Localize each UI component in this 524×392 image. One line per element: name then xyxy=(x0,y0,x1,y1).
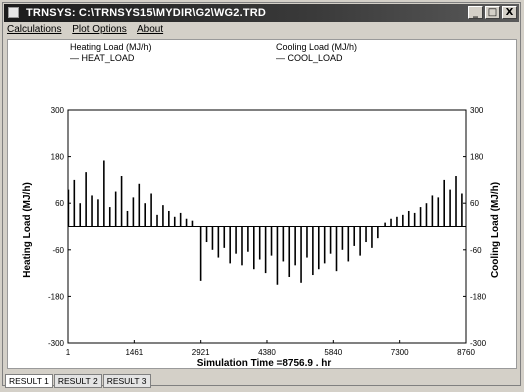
y-left-tick-label: 180 xyxy=(51,153,65,162)
x-tick-label: 5840 xyxy=(324,348,342,357)
plot-area: Heating Load (MJ/h) — HEAT_LOAD Cooling … xyxy=(7,39,517,369)
load-chart: Heating Load (MJ/h) — HEAT_LOAD Cooling … xyxy=(22,42,501,369)
maximize-button[interactable]: □ xyxy=(485,6,500,19)
y-left-tick-label: -180 xyxy=(48,292,65,301)
x-tick-label: 8760 xyxy=(457,348,475,357)
y-left-axis-label: Heating Load (MJ/h) xyxy=(22,182,33,278)
app-window: TRNSYS: C:\TRNSYS15\MYDIR\G2\WG2.TRD _ □… xyxy=(2,2,521,388)
menu-about[interactable]: About xyxy=(136,24,164,35)
y-left-tick-label: 300 xyxy=(51,106,65,115)
y-right-tick-label: -180 xyxy=(470,292,487,301)
window-title: TRNSYS: C:\TRNSYS15\MYDIR\G2\WG2.TRD xyxy=(26,7,267,19)
y-right-tick-label: 60 xyxy=(470,199,479,208)
tab-result-2[interactable]: RESULT 2 xyxy=(53,374,102,388)
menu-bar: Calculations Plot Options About xyxy=(7,24,171,38)
y-right-tick-label: -60 xyxy=(470,246,482,255)
tab-result-1[interactable]: RESULT 1 xyxy=(5,374,53,388)
tab-result-3[interactable]: RESULT 3 xyxy=(102,374,151,388)
legend-cooling-title: Cooling Load (MJ/h) xyxy=(276,42,357,52)
title-bar[interactable]: TRNSYS: C:\TRNSYS15\MYDIR\G2\WG2.TRD _ □… xyxy=(4,4,519,22)
legend-heating-title: Heating Load (MJ/h) xyxy=(70,42,152,52)
x-tick-label: 7300 xyxy=(391,348,409,357)
y-left-tick-label: 60 xyxy=(55,199,64,208)
result-tabs: RESULT 1 RESULT 2 RESULT 3 xyxy=(5,374,152,388)
legend-heating-entry: — HEAT_LOAD xyxy=(70,53,135,63)
legend-cooling-entry: — COOL_LOAD xyxy=(276,53,343,63)
x-tick-label: 1461 xyxy=(125,348,143,357)
y-left-tick-label: -300 xyxy=(48,339,65,348)
x-tick-label: 1 xyxy=(66,348,71,357)
y-right-tick-label: 300 xyxy=(470,106,484,115)
minimize-button[interactable]: _ xyxy=(468,6,483,19)
y-right-tick-label: 180 xyxy=(470,153,484,162)
x-axis-label: Simulation Time =8756.9 . hr xyxy=(197,358,332,368)
x-tick-label: 2921 xyxy=(192,348,210,357)
x-tick-label: 4380 xyxy=(258,348,276,357)
y-right-axis-label: Cooling Load (MJ/h) xyxy=(490,182,501,278)
close-button[interactable]: X xyxy=(502,6,517,19)
y-right-tick-label: -300 xyxy=(470,339,487,348)
menu-calculations[interactable]: Calculations xyxy=(7,24,62,35)
app-icon xyxy=(8,7,19,18)
y-left-tick-label: -60 xyxy=(52,246,64,255)
menu-plot-options[interactable]: Plot Options xyxy=(72,24,127,35)
